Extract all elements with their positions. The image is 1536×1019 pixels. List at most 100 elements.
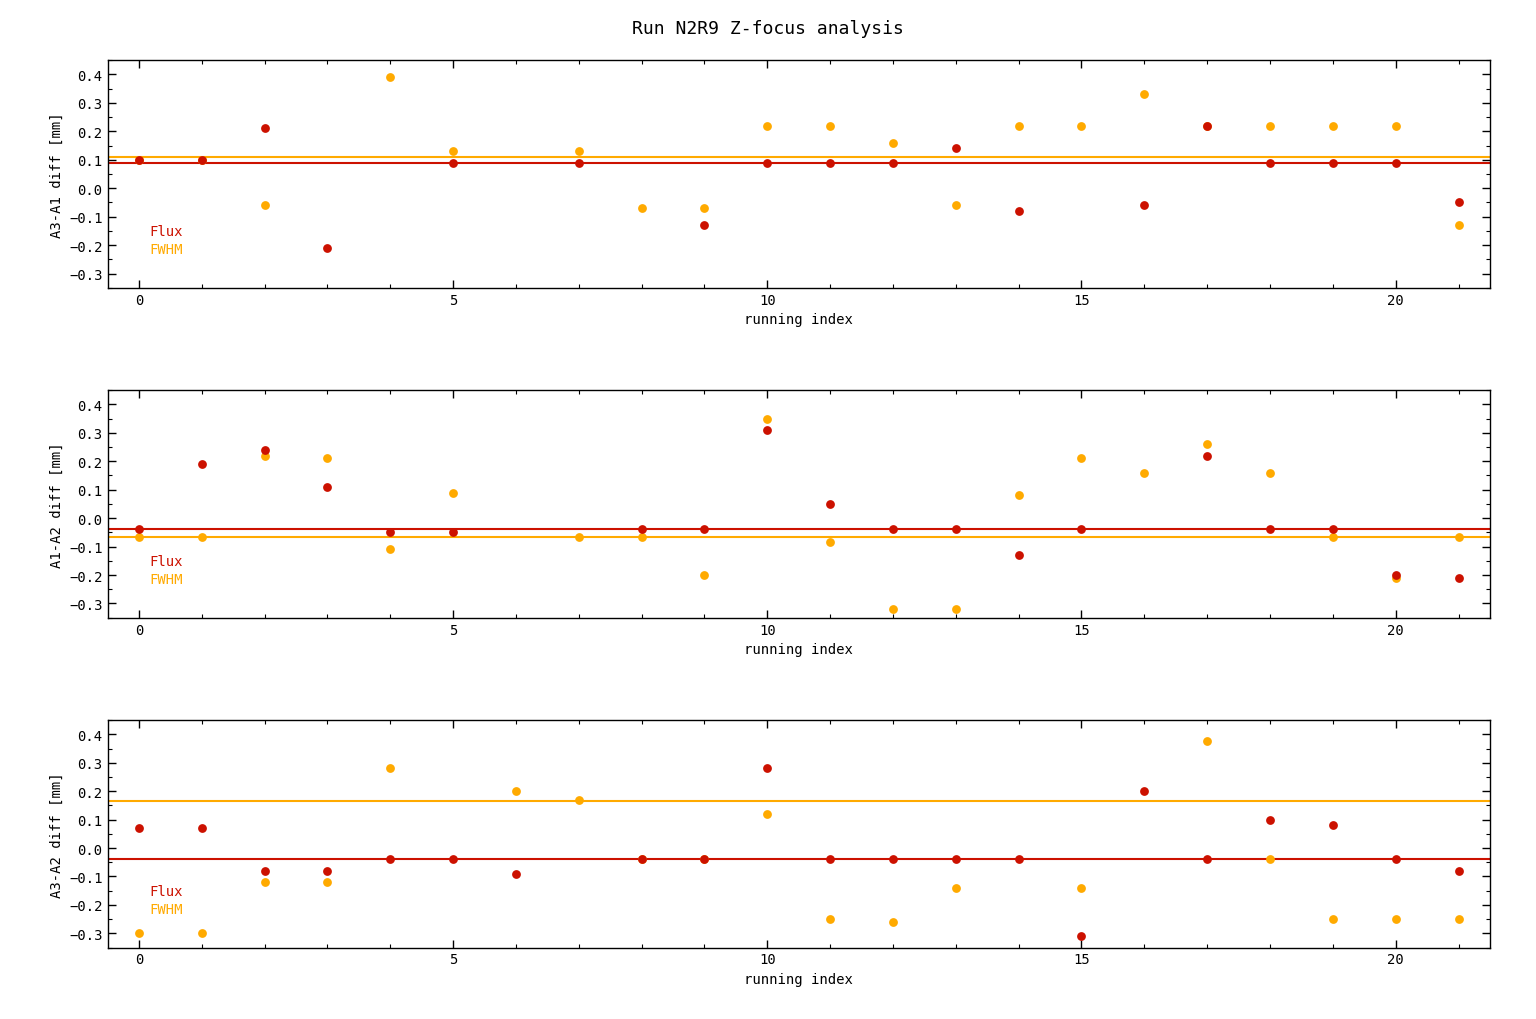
Point	[1258, 118, 1283, 135]
Point	[1195, 734, 1220, 750]
Point	[1447, 529, 1471, 545]
Point	[693, 201, 717, 217]
Point	[630, 852, 654, 868]
Point	[1447, 218, 1471, 234]
Point	[441, 525, 465, 541]
Point	[126, 153, 151, 169]
Point	[1195, 448, 1220, 465]
Point	[189, 153, 214, 169]
Point	[252, 198, 276, 214]
Point	[817, 155, 842, 171]
Text: Flux: Flux	[149, 225, 183, 238]
Point	[1258, 852, 1283, 868]
Point	[817, 535, 842, 551]
Point	[1258, 812, 1283, 828]
Point	[1069, 450, 1094, 467]
Point	[126, 925, 151, 942]
Point	[880, 601, 905, 618]
Point	[252, 863, 276, 879]
Point	[1258, 465, 1283, 481]
Point	[943, 141, 968, 157]
Point	[1447, 195, 1471, 211]
Point	[1384, 118, 1409, 135]
Point	[817, 118, 842, 135]
Point	[1384, 852, 1409, 868]
Y-axis label: A3-A1 diff [mm]: A3-A1 diff [mm]	[49, 112, 63, 237]
Point	[943, 879, 968, 896]
Point	[1195, 852, 1220, 868]
Point	[1321, 817, 1346, 834]
Point	[1384, 568, 1409, 584]
Point	[315, 479, 339, 495]
Y-axis label: A1-A2 diff [mm]: A1-A2 diff [mm]	[49, 441, 63, 568]
Point	[315, 863, 339, 879]
Point	[378, 525, 402, 541]
Point	[378, 70, 402, 87]
Point	[1321, 118, 1346, 135]
Point	[630, 529, 654, 545]
Text: FWHM: FWHM	[149, 573, 183, 587]
Point	[880, 852, 905, 868]
Point	[756, 806, 780, 822]
Point	[756, 760, 780, 776]
Point	[1132, 784, 1157, 800]
Point	[567, 792, 591, 808]
Text: FWHM: FWHM	[149, 243, 183, 257]
Point	[1006, 118, 1031, 135]
Point	[504, 866, 528, 882]
Point	[1132, 465, 1157, 481]
Point	[126, 529, 151, 545]
Point	[693, 852, 717, 868]
Text: Flux: Flux	[149, 884, 183, 898]
Point	[378, 760, 402, 776]
Point	[817, 496, 842, 513]
Point	[817, 911, 842, 927]
Point	[567, 155, 591, 171]
Point	[441, 144, 465, 160]
Point	[441, 155, 465, 171]
Point	[1195, 118, 1220, 135]
Text: Run N2R9 Z-focus analysis: Run N2R9 Z-focus analysis	[631, 20, 905, 39]
Point	[693, 522, 717, 538]
Point	[252, 121, 276, 138]
Point	[1321, 529, 1346, 545]
Point	[817, 852, 842, 868]
Point	[441, 852, 465, 868]
Point	[189, 820, 214, 837]
Point	[189, 925, 214, 942]
Point	[1321, 522, 1346, 538]
Point	[693, 568, 717, 584]
Point	[1258, 522, 1283, 538]
Point	[943, 198, 968, 214]
Point	[1384, 155, 1409, 171]
Point	[880, 914, 905, 930]
Point	[441, 485, 465, 501]
Point	[315, 240, 339, 257]
Point	[1006, 204, 1031, 220]
Point	[1321, 155, 1346, 171]
Point	[1069, 118, 1094, 135]
Point	[189, 529, 214, 545]
Text: FWHM: FWHM	[149, 902, 183, 916]
Point	[252, 442, 276, 459]
Point	[315, 450, 339, 467]
Point	[126, 153, 151, 169]
Point	[504, 784, 528, 800]
Point	[1384, 911, 1409, 927]
Point	[252, 874, 276, 891]
Point	[943, 522, 968, 538]
Point	[880, 136, 905, 152]
X-axis label: running index: running index	[745, 313, 852, 327]
Point	[693, 218, 717, 234]
Point	[880, 522, 905, 538]
X-axis label: running index: running index	[745, 972, 852, 986]
Point	[378, 542, 402, 558]
Point	[1132, 198, 1157, 214]
Point	[756, 411, 780, 427]
Point	[126, 522, 151, 538]
Point	[756, 118, 780, 135]
Point	[252, 448, 276, 465]
Point	[943, 852, 968, 868]
Y-axis label: A3-A2 diff [mm]: A3-A2 diff [mm]	[49, 771, 63, 897]
Point	[943, 601, 968, 618]
